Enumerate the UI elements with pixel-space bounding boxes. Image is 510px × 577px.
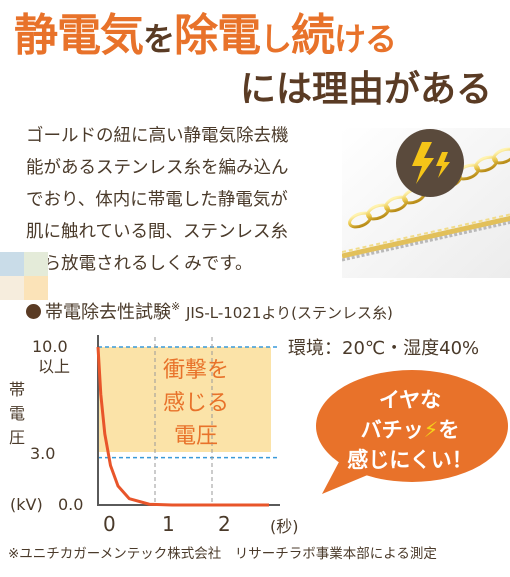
- discharge-chart: 衝撃を 感じる 電圧: [96, 335, 280, 507]
- speech-bubble: [316, 370, 508, 494]
- y-axis-label: 帯電圧: [8, 380, 25, 447]
- description-line-2: 能があるステンレス糸を編み込ん: [26, 158, 289, 178]
- y-unit: (kV): [10, 495, 43, 514]
- headline-line1: 静電気を除電し続ける: [14, 10, 397, 61]
- description-line-4: 肌に触れている間、ステンレス糸: [26, 222, 288, 242]
- decor-square: [0, 252, 24, 276]
- y-tick-0: 0.0: [58, 495, 84, 514]
- decor-square: [24, 276, 48, 300]
- y-tick-3: 3.0: [30, 444, 56, 463]
- description-line-3: でおり、体内に帯電した静電気が: [26, 190, 288, 210]
- band-label-2: 感じる: [163, 391, 229, 416]
- series-line: [96, 346, 269, 507]
- lightning-icon: ⚡: [423, 418, 439, 442]
- band-label-3: 電圧: [174, 424, 218, 449]
- x-tick-1: 1: [162, 512, 175, 536]
- shock-voltage-band: [98, 347, 271, 452]
- decor-square: [0, 276, 24, 300]
- band-label-1: 衝撃を: [163, 358, 229, 383]
- footnote: ※ユニチカガーメンテック株式会社 リサーチラボ事業本部による測定: [8, 546, 437, 562]
- description-line-1: ゴールドの紐に高い静電気除去機: [26, 126, 289, 146]
- test-header: 帯電除去性試験※ JIS-L-1021より(ステンレス糸): [26, 294, 393, 326]
- bubble-text: イヤな バチッ⚡を 感じにくい！: [347, 388, 473, 472]
- headline-line2: には理由がある: [240, 69, 493, 110]
- product-photo: [342, 128, 510, 278]
- x-tick-2: 2: [218, 512, 231, 536]
- test-environment: 環境：20℃・湿度40%: [288, 338, 480, 359]
- decor-square: [24, 252, 48, 276]
- description-line-5: から放電されるしくみです。: [26, 254, 253, 274]
- x-unit: (秒): [270, 517, 299, 536]
- x-tick-0: 0: [103, 512, 116, 536]
- y-tick-10: 10.0: [32, 337, 68, 356]
- y-tick-suffix: 以上: [38, 357, 71, 376]
- bullet-icon: [26, 304, 41, 319]
